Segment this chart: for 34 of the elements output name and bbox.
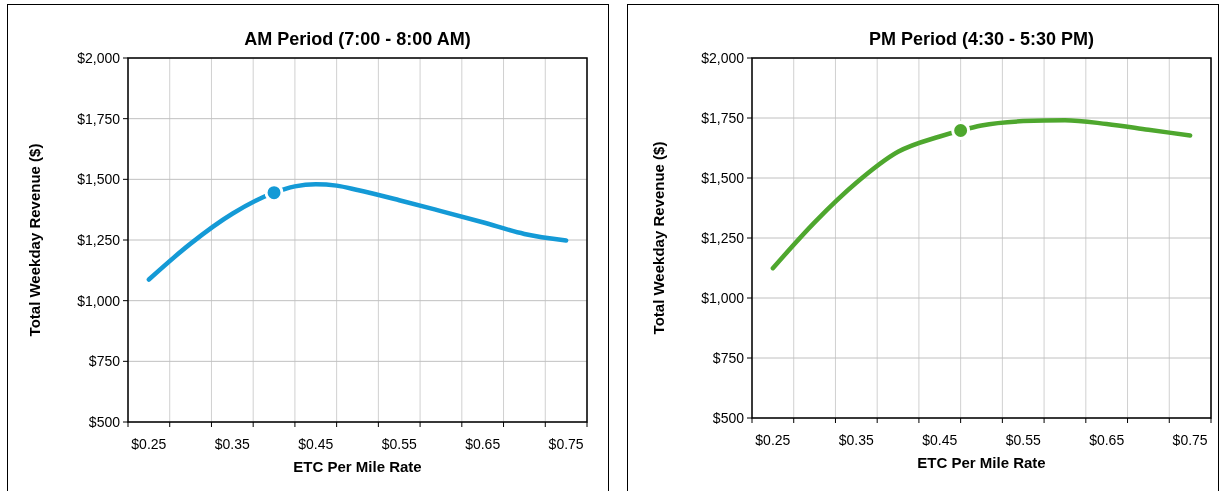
y-axis-title: Total Weekday Revenue ($) (26, 143, 43, 337)
x-tick-label: $0.25 (131, 436, 167, 452)
y-tick-label: $1,500 (701, 169, 745, 186)
x-tick-label: $0.45 (298, 436, 334, 452)
y-tick-label: $500 (712, 409, 745, 426)
x-tick-label: $0.75 (548, 436, 584, 452)
y-axis-title: Total Weekday Revenue ($) (650, 141, 667, 335)
y-tick-label: $1,750 (77, 110, 121, 127)
x-tick-label: $0.55 (1005, 432, 1041, 448)
x-axis-title: ETC Per Mile Rate (917, 454, 1046, 471)
x-tick-label: $0.65 (1089, 432, 1125, 448)
chart-title: PM Period (4:30 - 5:30 PM) (868, 29, 1095, 49)
x-tick-label: $0.35 (214, 436, 251, 452)
line-series (146, 181, 569, 282)
line-series (770, 117, 1193, 271)
y-tick-label: $750 (712, 349, 745, 366)
x-tick-label: $0.65 (465, 436, 501, 452)
y-tick-label: $2,000 (701, 49, 745, 66)
y-tick-label: $500 (88, 413, 121, 430)
x-tick-label: $0.55 (381, 436, 417, 452)
y-tick-label: $1,750 (701, 109, 745, 126)
x-tick-label: $0.75 (1172, 432, 1208, 448)
y-tick-label: $1,250 (701, 229, 745, 246)
chart-title: AM Period (7:00 - 8:00 AM) (244, 29, 471, 49)
x-axis-title: ETC Per Mile Rate (293, 458, 422, 475)
x-tick-label: $0.45 (922, 432, 958, 448)
y-tick-label: $1,250 (77, 231, 121, 248)
y-tick-label: $1,500 (77, 171, 121, 188)
x-tick-label: $0.25 (755, 432, 791, 448)
y-tick-label: $2,000 (77, 49, 121, 66)
x-tick-label: $0.35 (838, 432, 875, 448)
y-tick-label: $1,000 (701, 289, 745, 306)
y-tick-label: $750 (88, 353, 121, 370)
y-tick-label: $1,000 (77, 292, 121, 309)
